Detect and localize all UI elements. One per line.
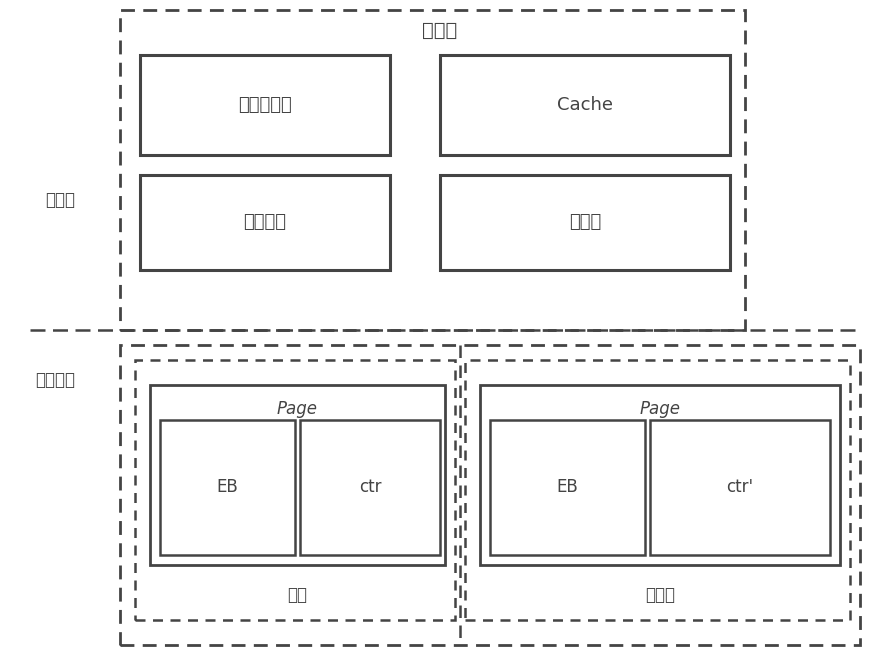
Bar (480, 385, 840, 565)
Text: Cache: Cache (557, 96, 613, 114)
Text: 处理器: 处理器 (422, 21, 458, 39)
Bar (160, 420, 295, 555)
Bar (440, 175, 730, 270)
Text: Page: Page (276, 400, 318, 418)
Text: 非热区: 非热区 (645, 586, 675, 604)
Bar (300, 420, 440, 555)
Text: ctr': ctr' (726, 478, 753, 496)
Bar (140, 55, 390, 155)
Text: 不可信区: 不可信区 (35, 371, 75, 389)
Bar (140, 175, 390, 270)
Text: EB: EB (556, 478, 578, 496)
Text: Page: Page (640, 400, 680, 418)
Text: 处理器核心: 处理器核心 (238, 96, 292, 114)
Bar (135, 360, 455, 620)
Bar (440, 55, 730, 155)
Bar (120, 10, 745, 330)
Bar (150, 385, 445, 565)
Text: ctr: ctr (359, 478, 381, 496)
Text: 热区: 热区 (287, 586, 307, 604)
Bar (650, 420, 830, 555)
Text: 加密引擎: 加密引擎 (244, 213, 287, 231)
Text: EB: EB (216, 478, 238, 496)
Bar (490, 420, 645, 555)
Bar (465, 360, 850, 620)
Text: 计数器: 计数器 (568, 213, 601, 231)
Text: 可信区: 可信区 (45, 191, 75, 209)
Bar (120, 345, 860, 645)
